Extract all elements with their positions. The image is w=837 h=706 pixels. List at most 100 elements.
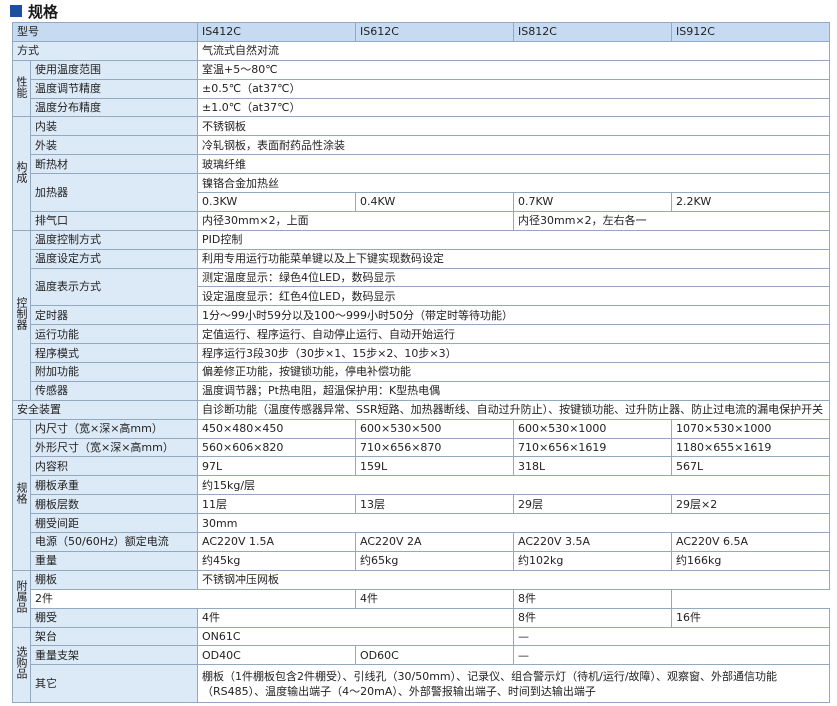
- group-label: 控制器: [12, 229, 31, 401]
- group-text: 附属品: [15, 580, 28, 614]
- value-cell: ±0.5℃（at37℃）: [197, 78, 830, 99]
- row-label: 棚板: [30, 569, 198, 590]
- value-cell: 29层: [513, 494, 672, 515]
- value-cell: 0.7KW: [513, 192, 672, 212]
- value-cell: 约166kg: [671, 550, 830, 571]
- row-label: 电源（50/60Hz）额定电流: [30, 532, 198, 552]
- model-header: IS912C: [671, 22, 830, 42]
- model-header: IS412C: [197, 22, 356, 42]
- value-cell: 600×530×500: [355, 418, 514, 439]
- value-cell: 11层: [197, 494, 356, 515]
- value-cell: 600×530×1000: [513, 418, 672, 439]
- group-label: 选购品: [12, 626, 31, 704]
- value-cell: OD40C: [197, 645, 356, 666]
- value-cell: 710×656×1619: [513, 437, 672, 458]
- row-label: 棚受间距: [30, 513, 198, 534]
- value-cell: 气流式自然对流: [197, 40, 830, 61]
- value-cell: 程序运行3段30步（30步×1、15步×2、10步×3）: [197, 343, 830, 364]
- value-cell: 室温+5～80℃: [197, 59, 830, 80]
- value-cell: —: [513, 645, 830, 666]
- value-cell: 棚板（1件棚板包含2件棚受）、引线孔（30/50mm）、记录仪、组合警示灯（待机…: [197, 664, 830, 704]
- header-label: 型号: [12, 22, 198, 42]
- value-cell: 约45kg: [197, 550, 356, 571]
- value-cell: AC220V 3.5A: [513, 532, 672, 552]
- group-text: 性能: [15, 75, 28, 98]
- row-label: 棚受: [30, 607, 198, 628]
- value-cell: 0.3KW: [197, 192, 356, 212]
- row-label: 温度表示方式: [30, 267, 198, 307]
- value-cell: 约15kg/层: [197, 475, 830, 496]
- value-cell: 约65kg: [355, 550, 514, 571]
- group-label: 规格: [12, 418, 31, 571]
- value-cell: 冷轧钢板，表面耐药品性涂装: [197, 135, 830, 156]
- value-cell: PID控制: [197, 229, 830, 250]
- row-label: 安全装置: [12, 399, 198, 420]
- value-cell: 560×606×820: [197, 437, 356, 458]
- value-cell: 4件: [197, 607, 514, 628]
- value-cell: ON61C: [197, 626, 514, 647]
- value-cell: 自诊断功能（温度传感器异常、SSR短路、加热器断线、自动过升防止）、按键锁功能、…: [197, 399, 830, 420]
- value-cell: 8件: [513, 607, 672, 628]
- value-cell: 温度调节器；Pt热电阻，超温保护用：K型热电偶: [197, 380, 830, 401]
- row-label: 温度分布精度: [30, 97, 198, 118]
- row-label: 其它: [30, 664, 198, 704]
- group-text: 构成: [15, 160, 28, 183]
- row-label: 架台: [30, 626, 198, 647]
- row-label: 运行功能: [30, 324, 198, 345]
- row-label: 温度调节精度: [30, 78, 198, 99]
- row-label: 温度设定方式: [30, 248, 198, 269]
- group-label: 性能: [12, 59, 31, 118]
- value-cell: 30mm: [197, 513, 830, 534]
- value-cell: 2件: [30, 588, 356, 609]
- row-label: 内容积: [30, 456, 198, 477]
- model-header: IS612C: [355, 22, 514, 42]
- group-label: 构成: [12, 116, 31, 231]
- value-cell: AC220V 2A: [355, 532, 514, 552]
- value-cell: ±1.0℃（at37℃）: [197, 97, 830, 118]
- group-text: 选购品: [15, 646, 28, 680]
- value-cell: 97L: [197, 456, 356, 477]
- group-text: 规格: [15, 481, 28, 504]
- value-cell: 偏差修正功能，按键锁功能，停电补偿功能: [197, 362, 830, 382]
- title-square: [10, 5, 22, 17]
- value-cell: OD60C: [355, 645, 514, 666]
- value-cell: 设定温度显示：红色4位LED，数码显示: [197, 286, 830, 307]
- value-cell: 13层: [355, 494, 514, 515]
- value-cell: 450×480×450: [197, 418, 356, 439]
- row-label: 内尺寸（宽×深×高mm）: [30, 418, 198, 439]
- row-label: 棚板承重: [30, 475, 198, 496]
- value-cell: 0.4KW: [355, 192, 514, 212]
- row-label: 传感器: [30, 380, 198, 401]
- value-cell: 318L: [513, 456, 672, 477]
- value-cell: 29层×2: [671, 494, 830, 515]
- value-cell: 利用专用运行功能菜单键以及上下键实现数码设定: [197, 248, 830, 269]
- row-label: 定时器: [30, 305, 198, 326]
- value-cell: 1分～99小时59分以及100～999小时50分（带定时等待功能）: [197, 305, 830, 326]
- value-cell: 玻璃纤维: [197, 154, 830, 175]
- value-cell: 159L: [355, 456, 514, 477]
- row-label: 方式: [12, 40, 198, 61]
- group-text: 控制器: [15, 296, 28, 330]
- value-cell: 不锈钢板: [197, 116, 830, 137]
- value-cell: 约102kg: [513, 550, 672, 571]
- model-header: IS812C: [513, 22, 672, 42]
- title-text: 规格: [28, 2, 59, 21]
- section-title: 规格: [10, 1, 58, 21]
- value-cell: 2.2KW: [671, 192, 830, 212]
- value-cell: 定值运行、程序运行、自动停止运行、自动开始运行: [197, 324, 830, 345]
- value-cell: 710×656×870: [355, 437, 514, 458]
- group-label: 附属品: [12, 569, 31, 628]
- value-cell: 1070×530×1000: [671, 418, 830, 439]
- value-cell: 内径30mm×2，左右各一: [513, 210, 830, 231]
- row-label: 使用温度范围: [30, 59, 198, 80]
- row-label: 加热器: [30, 173, 198, 212]
- value-cell: 1180×655×1619: [671, 437, 830, 458]
- value-cell: 测定温度显示：绿色4位LED，数码显示: [197, 267, 830, 288]
- value-cell: 4件: [355, 588, 514, 609]
- row-label: 排气口: [30, 210, 198, 231]
- value-cell: AC220V 1.5A: [197, 532, 356, 552]
- row-label: 外形尺寸（宽×深×高mm）: [30, 437, 198, 458]
- value-cell: 567L: [671, 456, 830, 477]
- value-cell: 镍铬合金加热丝: [197, 173, 830, 194]
